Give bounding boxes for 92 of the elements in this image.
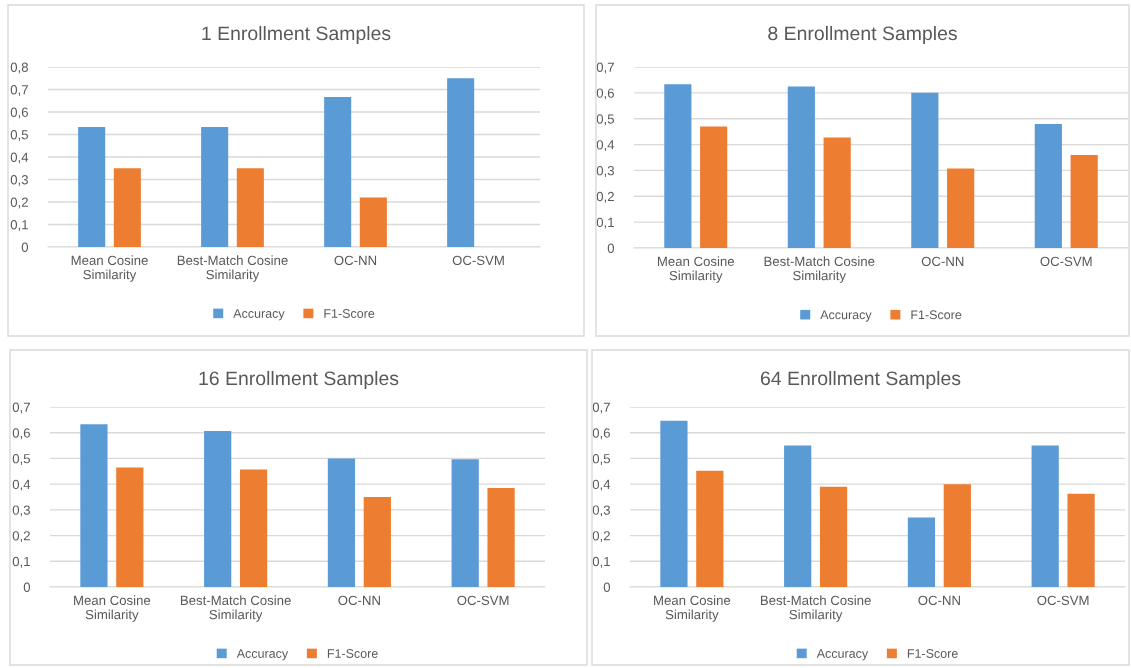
- legend-label: F1-Score: [907, 649, 958, 658]
- x-tick-label: OC-NN: [921, 256, 964, 267]
- chart-title: 1 Enrollment Samples: [202, 25, 391, 45]
- legend-label: Accuracy: [236, 649, 289, 661]
- bar: [116, 467, 144, 587]
- x-tick-label: Mean Cosine Similarity: [74, 595, 151, 622]
- y-tick-label: 0,1: [10, 220, 28, 231]
- y-tick-label: 0,5: [10, 130, 28, 141]
- bar: [236, 168, 264, 247]
- legend-label: F1-Score: [327, 649, 378, 658]
- bar: [696, 470, 724, 587]
- legend-label: Accuracy: [816, 649, 869, 661]
- y-tick-label: 0: [21, 242, 29, 252]
- y-tick-label: 0,2: [10, 197, 28, 209]
- y-tick-label: 0,4: [596, 140, 615, 152]
- x-tick-label: OC-SVM: [452, 255, 504, 266]
- y-tick-label: 0: [607, 243, 615, 253]
- bar: [359, 197, 387, 247]
- bar: [660, 420, 688, 587]
- bar: [1067, 493, 1095, 587]
- y-tick-label: 0,7: [10, 85, 28, 96]
- chart-title: 8 Enrollment Samples: [768, 25, 957, 45]
- bar: [239, 469, 268, 587]
- x-tick-label: Best-Match Cosine Similarity: [764, 256, 875, 283]
- bar: [204, 430, 232, 587]
- legend-label: F1-Score: [324, 309, 375, 318]
- bar: [451, 459, 479, 587]
- bar: [363, 497, 391, 587]
- y-tick-label: 0,4: [12, 479, 31, 491]
- bar: [447, 78, 475, 247]
- y-tick-label: 0,6: [10, 107, 28, 119]
- bar: [911, 92, 939, 248]
- y-tick-label: 0,5: [592, 454, 610, 465]
- y-tick-label: 0,3: [10, 175, 28, 186]
- y-tick-label: 0,4: [10, 152, 29, 164]
- y-tick-label: 0,3: [596, 166, 614, 177]
- y-tick-label: 0,4: [592, 479, 611, 491]
- y-tick-label: 0,3: [592, 505, 610, 517]
- bar: [819, 486, 848, 587]
- bar: [487, 488, 515, 587]
- bar: [324, 96, 352, 247]
- y-tick-label: 0,6: [592, 428, 610, 440]
- bar: [823, 137, 851, 248]
- legend-label: F1-Score: [911, 310, 962, 320]
- x-tick-label: Best-Match Cosine Similarity: [180, 595, 291, 622]
- y-tick-label: 0,5: [596, 114, 614, 126]
- x-tick-label: OC-NN: [338, 595, 380, 606]
- x-tick-label: OC-SVM: [1037, 595, 1089, 606]
- y-tick-label: 0,7: [592, 402, 610, 414]
- y-tick-label: 0,3: [12, 505, 30, 517]
- y-tick-label: 0,1: [596, 217, 614, 229]
- bar: [784, 445, 812, 587]
- x-tick-label: Best-Match Cosine Similarity: [177, 255, 288, 282]
- y-tick-label: 0: [603, 582, 611, 592]
- bar: [947, 168, 975, 248]
- legend-label: Accuracy: [820, 310, 872, 322]
- y-tick-label: 0,7: [596, 62, 614, 74]
- y-tick-label: 0,2: [596, 191, 614, 203]
- y-tick-label: 0,2: [12, 531, 30, 543]
- x-tick-label: OC-SVM: [1040, 256, 1092, 267]
- bar: [201, 127, 229, 247]
- x-tick-label: Mean Cosine Similarity: [657, 256, 735, 283]
- x-tick-label: OC-NN: [918, 595, 960, 606]
- x-tick-label: OC-SVM: [457, 595, 509, 606]
- y-tick-label: 0,1: [592, 556, 610, 568]
- bar: [80, 424, 108, 587]
- y-tick-label: 0,2: [592, 531, 610, 543]
- bar: [787, 86, 815, 248]
- bar: [1070, 154, 1098, 248]
- y-tick-label: 0,6: [12, 428, 30, 440]
- chart-title: 64 Enrollment Samples: [760, 370, 961, 390]
- bar: [1031, 445, 1059, 587]
- bar: [943, 484, 971, 587]
- x-tick-label: Mean Cosine Similarity: [71, 255, 148, 282]
- x-tick-label: Mean Cosine Similarity: [654, 595, 731, 622]
- chart-title: 16 Enrollment Samples: [199, 370, 399, 390]
- bar: [700, 126, 728, 248]
- x-tick-label: OC-NN: [334, 255, 377, 266]
- bar: [907, 517, 936, 587]
- y-tick-label: 0,5: [12, 454, 30, 465]
- y-tick-label: 0,1: [12, 556, 30, 568]
- x-tick-label: Best-Match Cosine Similarity: [760, 595, 871, 622]
- bar: [113, 168, 141, 247]
- y-tick-label: 0,8: [10, 62, 28, 74]
- y-tick-label: 0,6: [596, 88, 614, 100]
- bar: [664, 84, 692, 248]
- bar: [78, 127, 106, 247]
- y-tick-label: 0: [23, 582, 31, 592]
- bar: [327, 458, 356, 587]
- y-tick-label: 0,7: [12, 402, 30, 414]
- bar: [1034, 123, 1062, 248]
- legend-label: Accuracy: [233, 309, 285, 321]
